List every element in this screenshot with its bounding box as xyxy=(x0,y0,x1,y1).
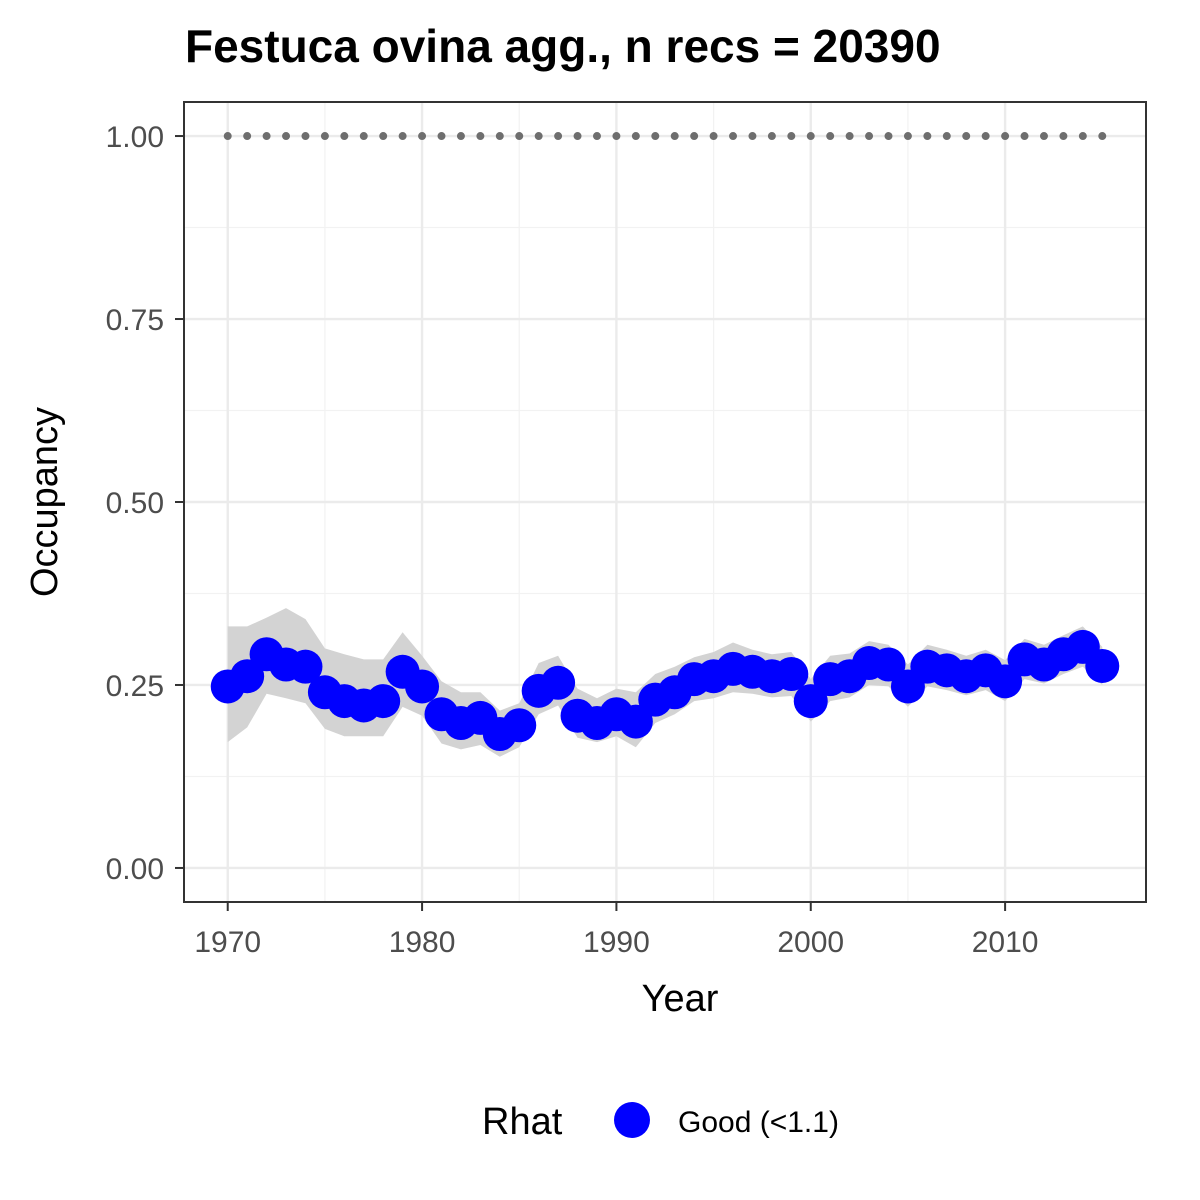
data-point xyxy=(774,657,809,692)
reference-dot xyxy=(592,132,601,141)
x-axis-ticks: 1970 1980 1990 2000 2010 xyxy=(194,902,1038,959)
reference-dot xyxy=(243,132,252,141)
reference-dot xyxy=(709,132,718,141)
reference-dot xyxy=(359,132,368,141)
reference-dot xyxy=(554,132,563,141)
y-axis-title: Occupancy xyxy=(24,407,66,597)
reference-dot xyxy=(437,132,446,141)
data-point xyxy=(502,708,537,743)
reference-dot xyxy=(612,132,621,141)
reference-dot xyxy=(1078,132,1087,141)
reference-dot xyxy=(690,132,699,141)
reference-dot xyxy=(631,132,640,141)
data-point xyxy=(871,647,906,682)
reference-dot xyxy=(729,132,738,141)
reference-dot xyxy=(398,132,407,141)
data-point xyxy=(230,659,265,694)
reference-dot xyxy=(340,132,349,141)
reference-dot xyxy=(223,132,232,141)
y-tick-label: 0.75 xyxy=(106,304,164,337)
data-point xyxy=(366,684,401,719)
reference-dot xyxy=(301,132,310,141)
data-point xyxy=(405,669,440,704)
reference-dot xyxy=(806,132,815,141)
y-axis-ticks: 0.00 0.25 0.50 0.75 1.00 xyxy=(106,121,184,886)
reference-dot xyxy=(282,132,291,141)
legend-title: Rhat xyxy=(482,1101,563,1143)
reference-dot xyxy=(651,132,660,141)
legend-key-good xyxy=(614,1102,650,1138)
reference-dot xyxy=(1059,132,1068,141)
reference-dot xyxy=(826,132,835,141)
x-tick-label: 2010 xyxy=(972,926,1039,959)
reference-dot xyxy=(884,132,893,141)
reference-dot xyxy=(456,132,465,141)
legend-label-good: Good (<1.1) xyxy=(678,1106,839,1139)
reference-dot xyxy=(495,132,504,141)
reference-dot xyxy=(787,132,796,141)
data-point xyxy=(1085,648,1120,683)
x-tick-label: 1990 xyxy=(583,926,650,959)
reference-dot xyxy=(379,132,388,141)
reference-dot xyxy=(670,132,679,141)
reference-dot xyxy=(865,132,874,141)
reference-dot xyxy=(962,132,971,141)
legend: Rhat Good (<1.1) xyxy=(482,1101,839,1143)
data-point xyxy=(288,649,323,684)
reference-dot xyxy=(573,132,582,141)
reference-dot xyxy=(942,132,951,141)
x-axis-title: Year xyxy=(642,978,719,1020)
data-point xyxy=(793,684,828,719)
reference-dot xyxy=(418,132,427,141)
reference-dot xyxy=(1020,132,1029,141)
y-tick-label: 0.50 xyxy=(106,487,164,520)
data-point xyxy=(988,664,1023,699)
y-tick-label: 0.25 xyxy=(106,670,164,703)
reference-dot xyxy=(767,132,776,141)
data-point xyxy=(541,665,576,700)
data-point xyxy=(618,704,653,739)
reference-dot xyxy=(262,132,271,141)
reference-dot xyxy=(1039,132,1048,141)
y-tick-label: 1.00 xyxy=(106,121,164,154)
x-tick-label: 1980 xyxy=(389,926,456,959)
reference-line-dots xyxy=(223,132,1107,141)
chart-title: Festuca ovina agg., n recs = 20390 xyxy=(185,20,941,72)
x-tick-label: 1970 xyxy=(194,926,261,959)
reference-dot xyxy=(1098,132,1107,141)
y-tick-label: 0.00 xyxy=(106,853,164,886)
reference-dot xyxy=(320,132,329,141)
reference-dot xyxy=(476,132,485,141)
reference-dot xyxy=(981,132,990,141)
reference-dot xyxy=(515,132,524,141)
occupancy-points xyxy=(210,629,1120,752)
reference-dot xyxy=(923,132,932,141)
reference-dot xyxy=(1001,132,1010,141)
x-tick-label: 2000 xyxy=(777,926,844,959)
reference-dot xyxy=(903,132,912,141)
reference-dot xyxy=(748,132,757,141)
reference-dot xyxy=(845,132,854,141)
reference-dot xyxy=(534,132,543,141)
